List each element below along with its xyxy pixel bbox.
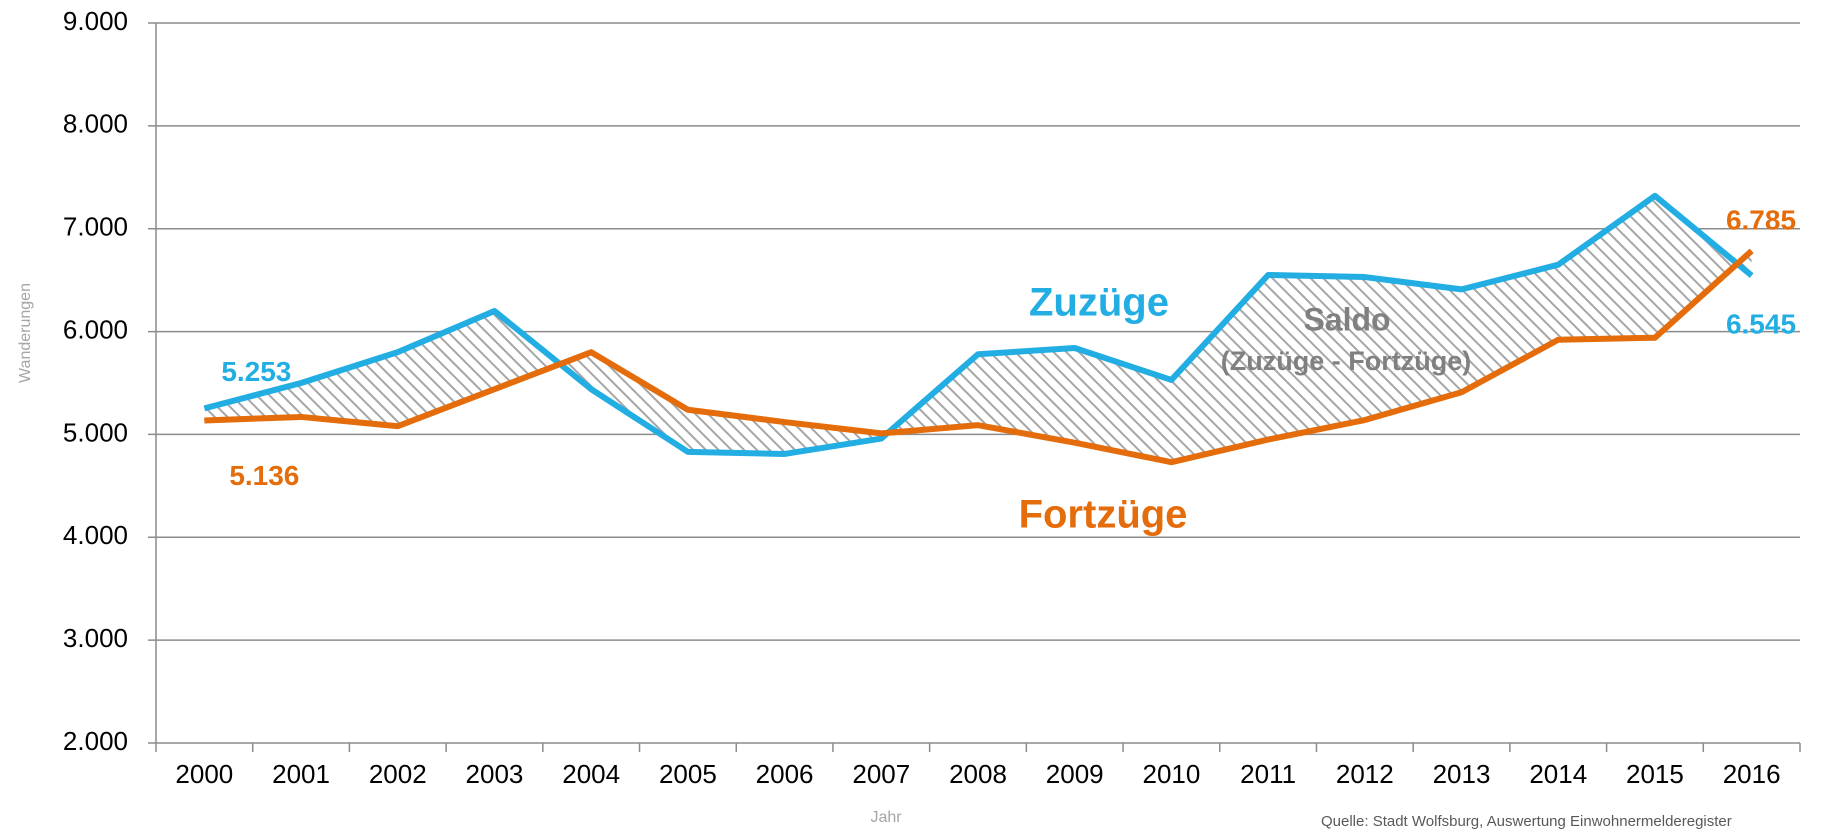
source-note: Quelle: Stadt Wolfsburg, Auswertung Einw… bbox=[1321, 813, 1732, 829]
x-tick-label: 2001 bbox=[272, 759, 330, 789]
x-tick-label: 2004 bbox=[562, 759, 620, 789]
annotation: (Zuzüge - Fortzüge) bbox=[1221, 346, 1471, 376]
legend-label: Zuzüge bbox=[1029, 281, 1169, 325]
y-tick-label: 7.000 bbox=[63, 212, 128, 242]
x-tick-label: 2005 bbox=[659, 759, 717, 789]
x-tick-label: 2007 bbox=[852, 759, 910, 789]
x-tick-label: 2002 bbox=[369, 759, 427, 789]
x-tick-label: 2003 bbox=[466, 759, 524, 789]
value-label: 6.785 bbox=[1726, 204, 1796, 235]
y-tick-label: 2.000 bbox=[63, 726, 128, 756]
x-tick-label: 2009 bbox=[1046, 759, 1104, 789]
series-line bbox=[204, 248, 1754, 466]
x-tick-label: 2011 bbox=[1240, 759, 1296, 789]
y-tick-label: 8.000 bbox=[63, 109, 128, 139]
value-label: 5.136 bbox=[229, 460, 299, 491]
x-tick-label: 2010 bbox=[1142, 759, 1200, 789]
legend-label: Fortzüge bbox=[1019, 493, 1188, 537]
value-label: 5.253 bbox=[221, 356, 291, 387]
x-tick-label: 2008 bbox=[949, 759, 1007, 789]
y-tick-label: 5.000 bbox=[63, 417, 128, 447]
x-tick-label: 2014 bbox=[1529, 759, 1587, 789]
x-tick-label: 2016 bbox=[1723, 759, 1781, 789]
x-tick-label: 2012 bbox=[1336, 759, 1394, 789]
x-tick-label: 2013 bbox=[1433, 759, 1491, 789]
series-line bbox=[203, 192, 1754, 457]
y-axis-label: Wanderungen bbox=[17, 283, 34, 383]
saldo-area bbox=[204, 195, 1752, 463]
y-tick-label: 4.000 bbox=[63, 520, 128, 550]
value-label: 6.545 bbox=[1726, 308, 1796, 339]
x-axis-label: Jahr bbox=[870, 809, 902, 826]
annotation: Saldo bbox=[1303, 301, 1390, 337]
x-tick-label: 2006 bbox=[756, 759, 814, 789]
x-tick-label: 2000 bbox=[175, 759, 233, 789]
y-tick-label: 6.000 bbox=[63, 314, 128, 344]
x-tick-label: 2015 bbox=[1626, 759, 1684, 789]
y-tick-label: 9.000 bbox=[63, 6, 128, 36]
y-tick-label: 3.000 bbox=[63, 623, 128, 653]
